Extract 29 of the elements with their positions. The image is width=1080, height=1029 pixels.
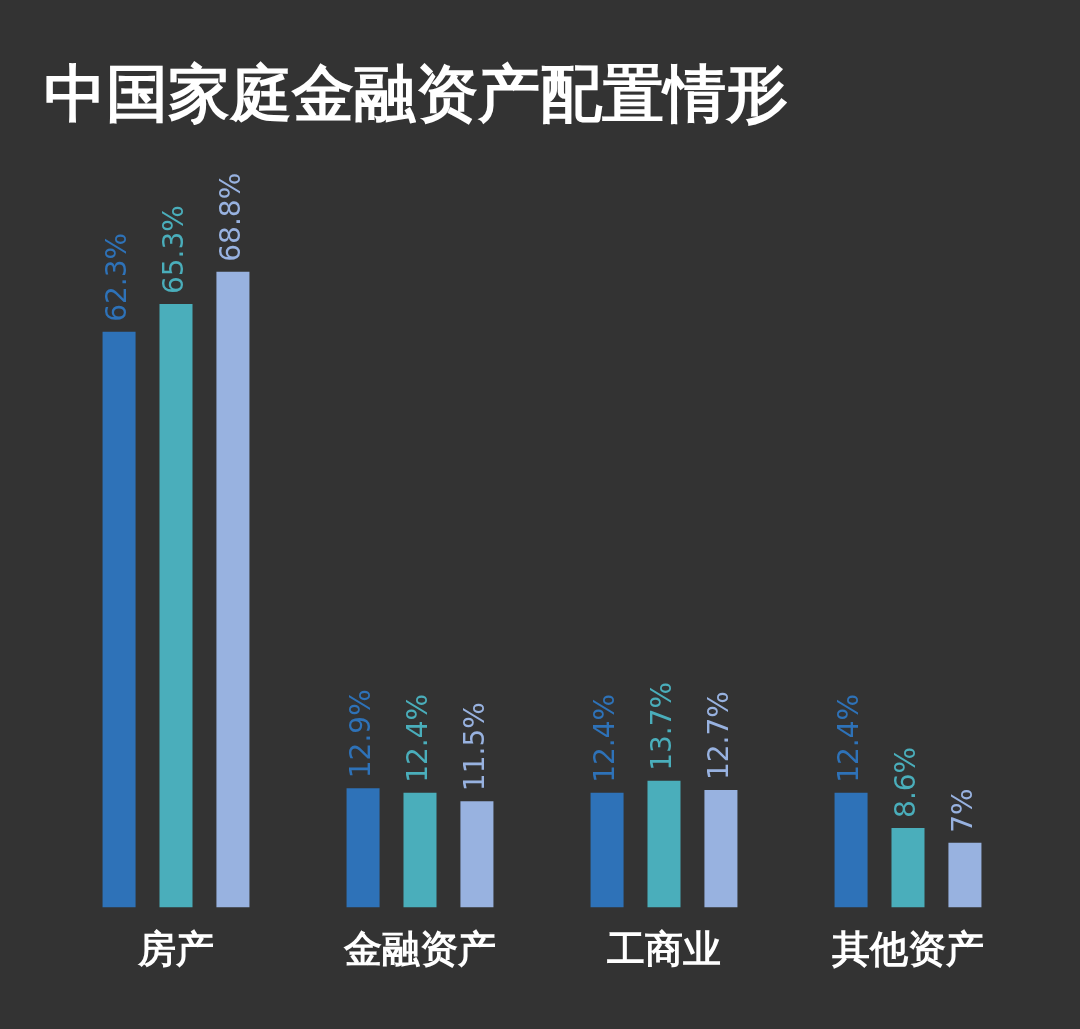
bar [948, 842, 982, 908]
bar [216, 271, 250, 908]
bar [590, 792, 624, 908]
data-label: 68.8% [214, 172, 248, 262]
bar [647, 780, 681, 908]
data-label: 65.3% [157, 205, 191, 295]
data-label: 12.9% [344, 689, 378, 779]
data-label: 8.6% [889, 746, 923, 818]
data-label: 12.4% [401, 693, 435, 783]
data-label: 13.7% [645, 681, 679, 771]
bar [102, 331, 136, 908]
bar [704, 790, 738, 908]
data-label: 12.4% [588, 693, 622, 783]
bar [834, 792, 868, 908]
data-label: 7% [946, 788, 980, 833]
bar [460, 801, 494, 908]
data-label: 62.3% [100, 232, 134, 322]
bar [891, 827, 925, 908]
chart-title: 中国家庭金融资产配置情形 [44, 56, 788, 132]
data-label: 11.5% [458, 702, 492, 792]
bar [346, 788, 380, 908]
x-tick-label: 工商业 [607, 927, 721, 972]
bar [159, 304, 193, 908]
data-label: 12.7% [702, 691, 736, 781]
x-tick-label: 其他资产 [831, 927, 984, 972]
bar [403, 792, 437, 908]
data-label: 12.4% [832, 693, 866, 783]
x-tick-label: 房产 [137, 927, 214, 972]
x-tick-label: 金融资产 [343, 927, 496, 972]
